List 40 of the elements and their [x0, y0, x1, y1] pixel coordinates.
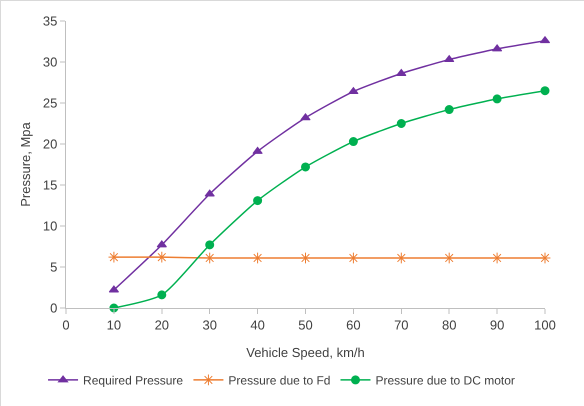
y-tick-label: 30: [42, 54, 58, 70]
point: [348, 137, 358, 146]
y-axis-title: Pressure, Mpa: [18, 121, 33, 207]
legend-label: Pressure due to DC motor: [375, 374, 515, 388]
point: [540, 86, 550, 96]
x-axis-title: Vehicle Speed, km/h: [246, 345, 365, 360]
y-tick-label: 35: [42, 14, 58, 29]
point: [444, 55, 454, 62]
x-tick-label: 90: [490, 318, 504, 333]
y-tick-label: 25: [42, 96, 58, 111]
x-tick-label: 20: [154, 318, 170, 333]
y-tick-label: 15: [42, 178, 58, 193]
x-tick-label: 0: [62, 318, 70, 333]
x-tick-label: 30: [202, 318, 217, 333]
point: [157, 290, 166, 300]
y-tick-label: 10: [42, 218, 58, 234]
y-tick-label: 20: [42, 136, 58, 152]
x-tick-label: 80: [442, 318, 456, 333]
point: [300, 252, 312, 264]
point: [205, 240, 214, 250]
y-tick-label: 5: [50, 260, 58, 275]
point: [396, 119, 406, 128]
y-tick-label: 0: [50, 300, 58, 316]
x-tick-label: 60: [346, 318, 361, 333]
x-tick-label: 40: [250, 318, 265, 333]
point: [301, 162, 310, 172]
point: [108, 251, 120, 264]
x-tick-label: 10: [106, 318, 122, 333]
point: [204, 190, 215, 197]
point: [492, 94, 502, 104]
point: [253, 196, 262, 206]
x-tick-label: 50: [298, 318, 313, 333]
point: [156, 240, 167, 248]
legend-label: Required Pressure: [83, 374, 184, 388]
point: [396, 68, 406, 76]
x-tick-label: 70: [394, 318, 409, 333]
point: [539, 252, 551, 264]
x-tick-label: 100: [534, 318, 556, 333]
point: [444, 105, 454, 114]
legend-label: Pressure due to Fd: [228, 374, 330, 388]
